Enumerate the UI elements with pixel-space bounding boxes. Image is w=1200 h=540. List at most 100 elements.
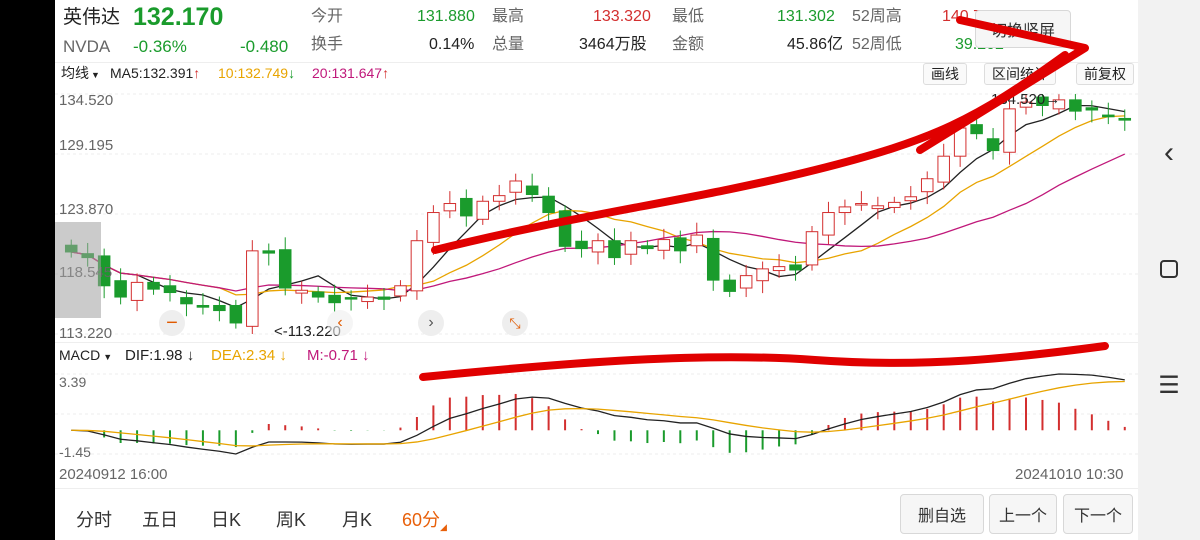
candle-down — [986, 138, 1000, 152]
w52high-label: 52周高 — [852, 8, 902, 25]
scroll-left-icon[interactable]: ‹ — [327, 310, 353, 336]
macd-chart[interactable] — [55, 368, 1138, 460]
candle-up — [690, 234, 704, 247]
candle-down — [558, 210, 572, 247]
amount-label: 金额 — [672, 36, 705, 53]
high-value: 133.320 — [593, 8, 651, 25]
candle-up — [492, 195, 506, 202]
dif-label: DIF:1.98 — [125, 347, 183, 364]
candle-down — [542, 195, 555, 214]
home-icon[interactable] — [1152, 252, 1186, 286]
candle-up — [920, 178, 934, 193]
candle-down — [608, 240, 621, 259]
candle-down — [163, 285, 177, 294]
candle-down — [213, 304, 226, 312]
candle-down — [262, 250, 276, 254]
previous-stock-button[interactable]: 上一个 — [989, 494, 1057, 534]
ma5-indicator: MA5:132.391↑ — [110, 66, 200, 80]
candle-down — [328, 294, 341, 304]
drag-handle[interactable] — [55, 222, 101, 318]
candle-down — [278, 249, 292, 289]
stock-price: 132.170 — [133, 3, 224, 31]
dropdown-icon: ▼ — [103, 352, 113, 362]
divider — [55, 62, 1138, 63]
candle-down — [970, 124, 983, 135]
volume-label: 总量 — [492, 36, 525, 53]
tab-60-minute-label: 60分 — [402, 510, 441, 530]
divider — [55, 488, 1138, 489]
system-nav-bar: ‹ ☰ — [1138, 0, 1200, 540]
candle-down — [344, 297, 358, 300]
tab-60-minute[interactable]: 60分◢ — [402, 506, 447, 533]
interval-stats-button[interactable]: 区间统计 — [984, 63, 1056, 85]
forward-adjust-button[interactable]: 前复权 — [1076, 63, 1134, 85]
candle-up — [1003, 108, 1016, 153]
arrow-up-icon: ↑ — [382, 65, 390, 81]
candle-down — [1102, 114, 1115, 118]
candle-up — [953, 127, 967, 157]
macd-select-label: MACD — [59, 347, 101, 363]
remove-watchlist-button[interactable]: 删自选 — [900, 494, 984, 534]
tab-weekly-k[interactable]: 周K — [276, 510, 307, 530]
candlestick-chart[interactable] — [55, 86, 1138, 342]
back-icon[interactable]: ‹ — [1164, 136, 1174, 169]
w52low-label: 52周低 — [852, 36, 902, 53]
candle-up — [624, 240, 638, 255]
candle-up — [838, 206, 852, 214]
price-axis-top: 134.520 — [59, 92, 114, 109]
next-stock-button[interactable]: 下一个 — [1063, 494, 1133, 534]
ma20-label: 20:131.647 — [312, 65, 383, 81]
candle-up — [246, 250, 259, 327]
candle-down — [641, 245, 654, 250]
ma10-label: 10:132.749 — [218, 65, 289, 81]
fullscreen-icon[interactable]: ⤡ — [502, 310, 528, 336]
candle-up — [739, 275, 753, 289]
candle-up — [443, 203, 457, 212]
tab-monthly-k[interactable]: 月K — [342, 510, 373, 530]
candle-down — [311, 291, 325, 298]
menu-icon[interactable]: ☰ — [1158, 371, 1180, 399]
candle-down — [1069, 99, 1082, 112]
macd-histogram — [86, 393, 1126, 453]
candle-up — [822, 212, 835, 236]
draw-line-button[interactable]: 画线 — [923, 63, 967, 85]
ma-select[interactable]: 均线 ▼ — [61, 66, 100, 80]
open-label: 今开 — [311, 8, 344, 25]
candle-down — [575, 240, 588, 250]
candle-up — [295, 289, 308, 294]
macd-axis-bottom: -1.45 — [59, 444, 91, 460]
arrow-down-icon: ↓ — [275, 347, 287, 364]
macd-axis-top: 3.39 — [59, 374, 87, 390]
candle-down — [180, 297, 193, 305]
candle-up — [410, 240, 424, 292]
macd-lines — [71, 373, 1125, 455]
scroll-right-icon[interactable]: › — [418, 310, 444, 336]
dif-line — [71, 373, 1125, 455]
candle-down — [1085, 107, 1099, 111]
high-marker: 134.520→ — [991, 91, 1061, 108]
low-marker: <-113.220 — [274, 323, 341, 340]
tab-intraday[interactable]: 分时 — [76, 510, 112, 530]
low-label: 最低 — [672, 8, 705, 25]
volume-value: 3464万股 — [579, 36, 647, 53]
divider — [55, 342, 1138, 343]
candle-up — [756, 268, 769, 282]
turnover-value: 0.14% — [429, 36, 475, 53]
tab-five-day[interactable]: 五日 — [142, 510, 178, 530]
macd-select[interactable]: MACD ▼ — [59, 348, 112, 362]
m-label: M:-0.71 — [307, 347, 358, 364]
arrow-down-icon: ↓ — [182, 347, 195, 364]
zoom-out-icon[interactable]: − — [159, 310, 185, 336]
candle-down — [229, 304, 243, 324]
dea-indicator: DEA:2.34 ↓ — [211, 348, 287, 363]
candle-down — [377, 296, 391, 300]
tab-daily-k[interactable]: 日K — [211, 510, 242, 530]
corner-triangle-icon: ◢ — [440, 522, 447, 532]
date-end: 20241010 10:30 — [1015, 466, 1124, 483]
high-marker-value: 134.520 — [991, 91, 1046, 108]
dropdown-icon: ▼ — [91, 70, 100, 80]
candle-down — [147, 281, 160, 290]
stock-name: 英伟达 — [63, 7, 121, 28]
switch-portrait-button[interactable]: 切换竖屏 — [975, 10, 1071, 48]
dea-line — [71, 380, 1125, 447]
